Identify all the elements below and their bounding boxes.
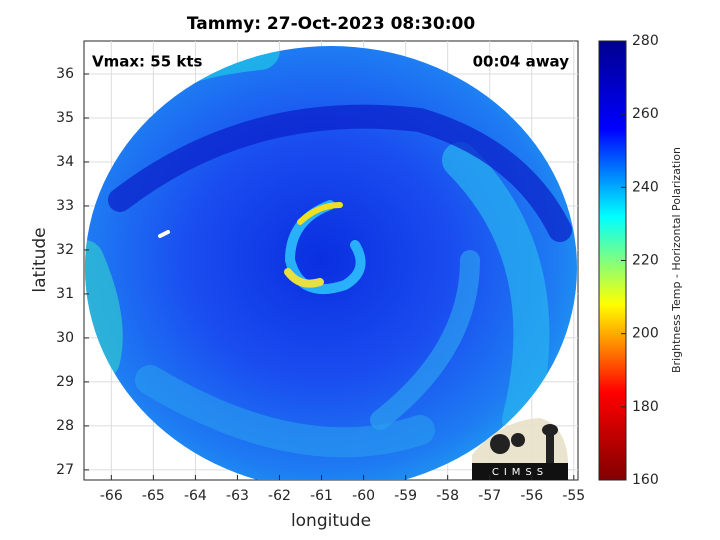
colorbar-tick-label: 180 xyxy=(632,399,659,415)
x-tick-label: -55 xyxy=(562,488,585,504)
colorbar-tick-label: 160 xyxy=(632,472,659,488)
colorbar-tick-label: 280 xyxy=(632,33,659,49)
x-tick-label: -64 xyxy=(184,488,207,504)
x-axis-label: longitude xyxy=(291,511,371,531)
y-tick-label: 29 xyxy=(56,374,74,390)
x-tick-label: -58 xyxy=(436,488,459,504)
y-tick-label: 30 xyxy=(56,330,74,346)
colorbar-tick-label: 200 xyxy=(632,326,659,342)
colorbar-tick-label: 220 xyxy=(632,253,659,269)
y-tick-label: 31 xyxy=(56,286,74,302)
x-tick-label: -63 xyxy=(226,488,249,504)
x-tick-label: -56 xyxy=(520,488,543,504)
y-tick-label: 36 xyxy=(56,66,74,82)
cimss-logo: CIMSS xyxy=(472,418,568,480)
logo-text: CIMSS xyxy=(492,467,548,478)
annotation: Vmax: 55 kts xyxy=(92,53,202,71)
y-tick-label: 27 xyxy=(56,462,74,478)
y-tick-label: 33 xyxy=(56,198,74,214)
annotation: 00:04 away xyxy=(473,53,570,71)
y-tick-label: 28 xyxy=(56,418,74,434)
colorbar-label: Brightness Temp - Horizontal Polarizatio… xyxy=(670,147,683,373)
x-tick-label: -59 xyxy=(394,488,417,504)
y-tick-label: 32 xyxy=(56,242,74,258)
colorbar-tick-label: 260 xyxy=(632,106,659,122)
y-tick-label: 35 xyxy=(56,110,74,126)
x-tick-label: -66 xyxy=(100,488,123,504)
colorbar-tick-label: 240 xyxy=(632,179,659,195)
satellite-image xyxy=(85,46,577,480)
x-tick-label: -61 xyxy=(310,488,333,504)
x-tick-label: -57 xyxy=(478,488,501,504)
x-tick-label: -62 xyxy=(268,488,291,504)
x-tick-label: -65 xyxy=(142,488,165,504)
chart-title: Tammy: 27-Oct-2023 08:30:00 xyxy=(187,14,475,34)
x-tick-label: -60 xyxy=(352,488,375,504)
y-axis-label: latitude xyxy=(30,227,50,292)
y-tick-label: 34 xyxy=(56,154,74,170)
